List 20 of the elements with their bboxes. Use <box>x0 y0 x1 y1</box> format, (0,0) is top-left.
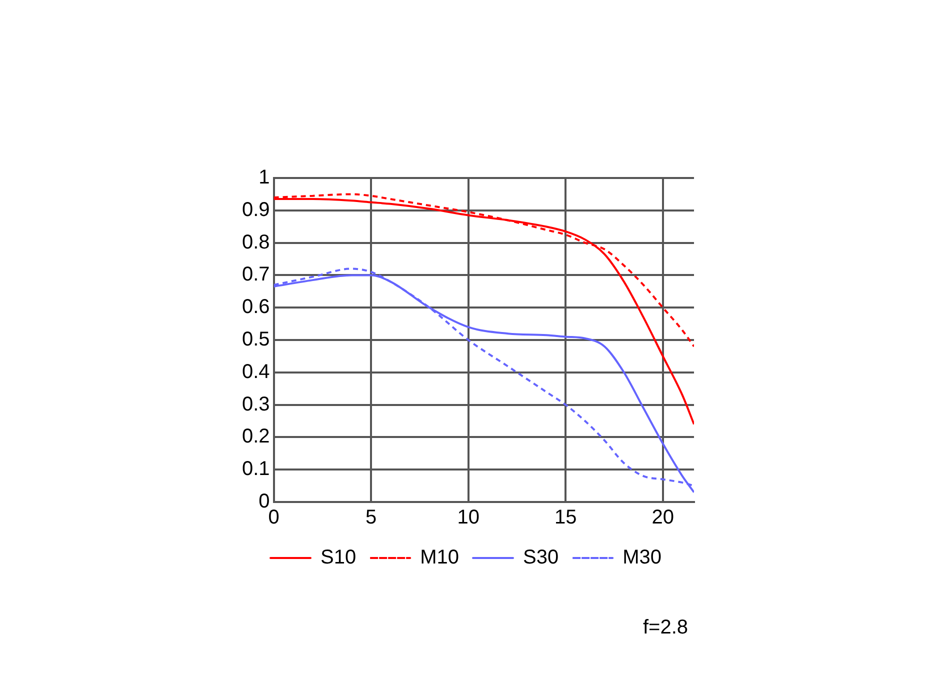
y-tick-label: 0.4 <box>242 360 270 383</box>
y-tick-label: 1 <box>258 166 270 189</box>
legend-label: S30 <box>523 546 559 569</box>
y-tick-label: 0.8 <box>242 231 270 254</box>
legend-label: S10 <box>320 546 356 569</box>
legend-label: M30 <box>622 546 662 569</box>
x-tick-label: 15 <box>554 506 577 529</box>
legend-label: M10 <box>420 546 459 569</box>
y-tick-label: 0.6 <box>242 296 270 318</box>
y-tick-label: 0.7 <box>242 264 270 286</box>
x-tick-label: 20 <box>652 506 674 529</box>
y-tick-label: 0.2 <box>242 426 270 448</box>
y-tick-label: 0.5 <box>242 328 270 351</box>
y-tick-label: 0.3 <box>242 393 270 416</box>
text: f=2.8 <box>642 616 688 639</box>
y-tick-label: 0.9 <box>242 198 270 221</box>
y-tick-label: 0 <box>258 490 270 513</box>
x-tick-label: 10 <box>457 506 480 529</box>
y-tick-label: 0.1 <box>242 458 270 480</box>
x-tick-label: 5 <box>366 506 377 529</box>
